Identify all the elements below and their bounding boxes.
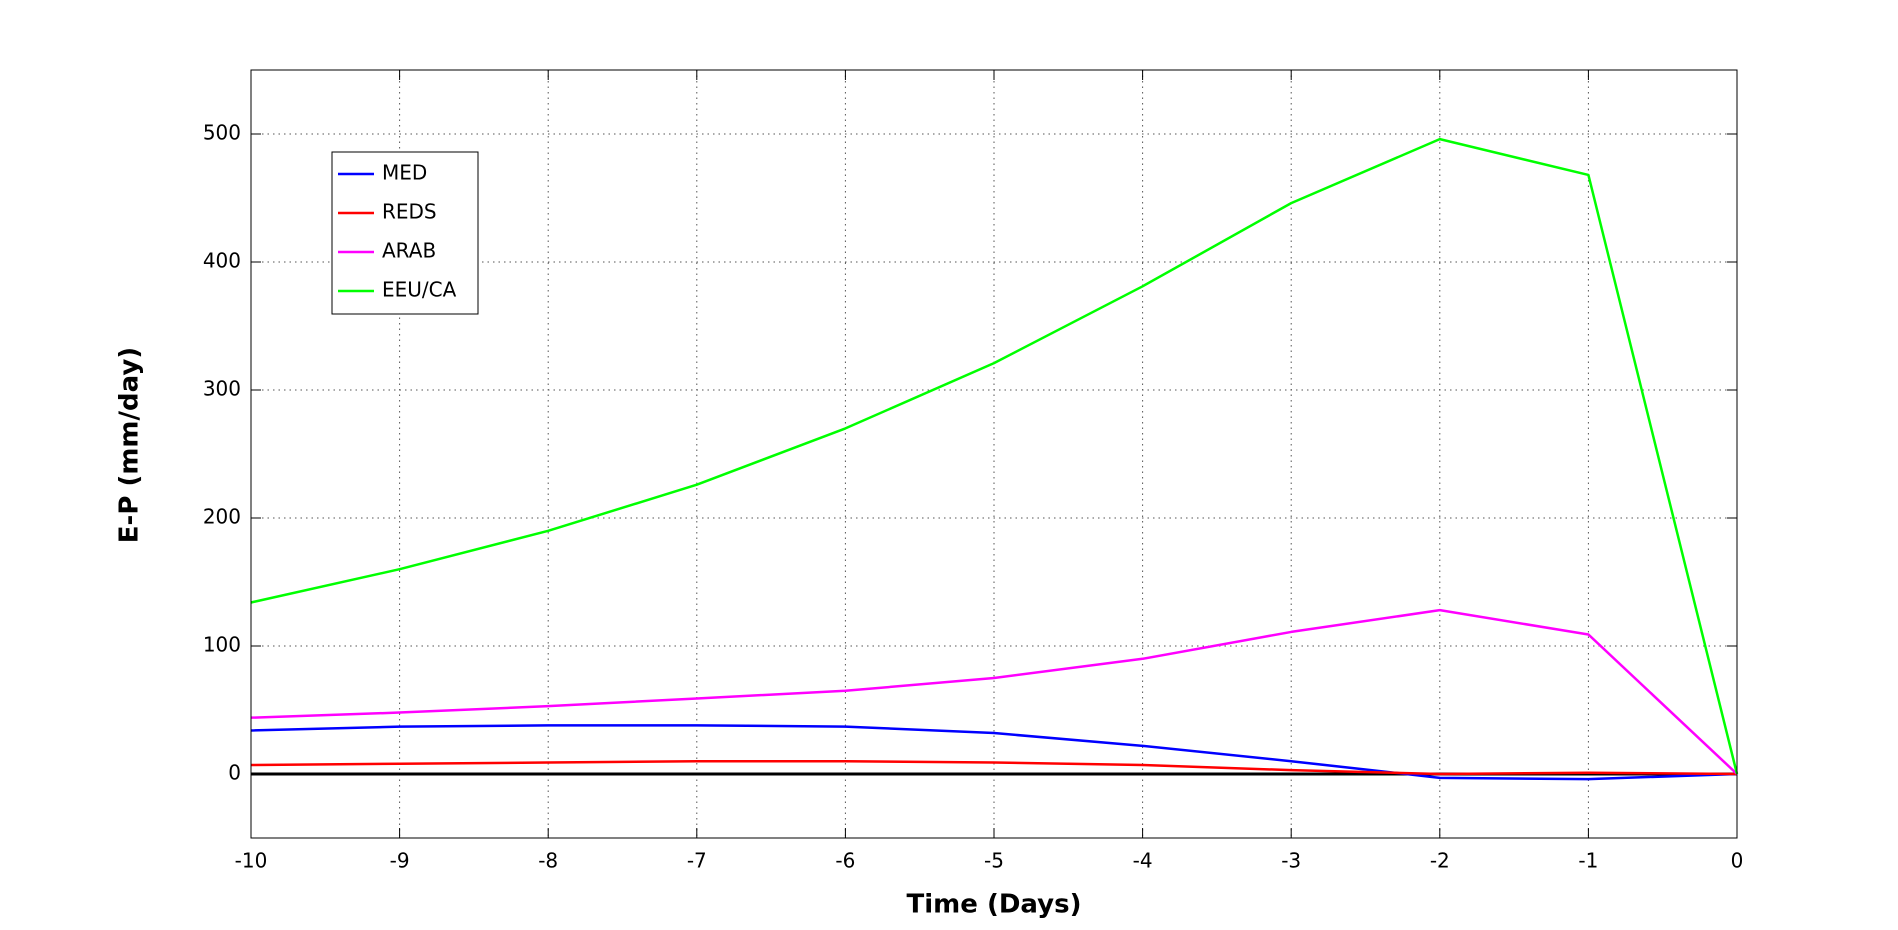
x-tick-label: -10	[235, 849, 268, 873]
series-line	[250, 724, 1738, 781]
legend-label: REDS	[382, 200, 437, 224]
y-tick-label: 100	[203, 633, 241, 657]
legend-box	[331, 151, 479, 315]
x-tick-label: 0	[1731, 849, 1744, 873]
x-tick-label: -6	[835, 849, 855, 873]
series-line	[250, 608, 1738, 775]
legend-label: MED	[382, 161, 427, 185]
x-axis-label: Time (Days)	[907, 890, 1082, 920]
x-tick-label: -3	[1281, 849, 1301, 873]
x-tick-label: -4	[1133, 849, 1153, 873]
legend-label: EEU/CA	[382, 278, 457, 302]
x-tick-label: -5	[984, 849, 1004, 873]
x-tick-label: -9	[390, 849, 410, 873]
y-axis-label: E-P (mm/day)	[115, 347, 145, 543]
x-tick-label: -1	[1578, 849, 1598, 873]
x-tick-label: -2	[1430, 849, 1450, 873]
y-tick-label: 0	[228, 761, 241, 785]
x-tick-label: -7	[687, 849, 707, 873]
series-line	[250, 759, 1738, 776]
y-tick-label: 500	[203, 121, 241, 145]
y-tick-label: 200	[203, 505, 241, 529]
y-tick-label: 300	[203, 377, 241, 401]
x-tick-label: -8	[538, 849, 558, 873]
y-tick-label: 400	[203, 249, 241, 273]
series-line	[250, 137, 1739, 775]
legend-label: ARAB	[382, 239, 436, 263]
plot-frame	[250, 69, 1738, 839]
